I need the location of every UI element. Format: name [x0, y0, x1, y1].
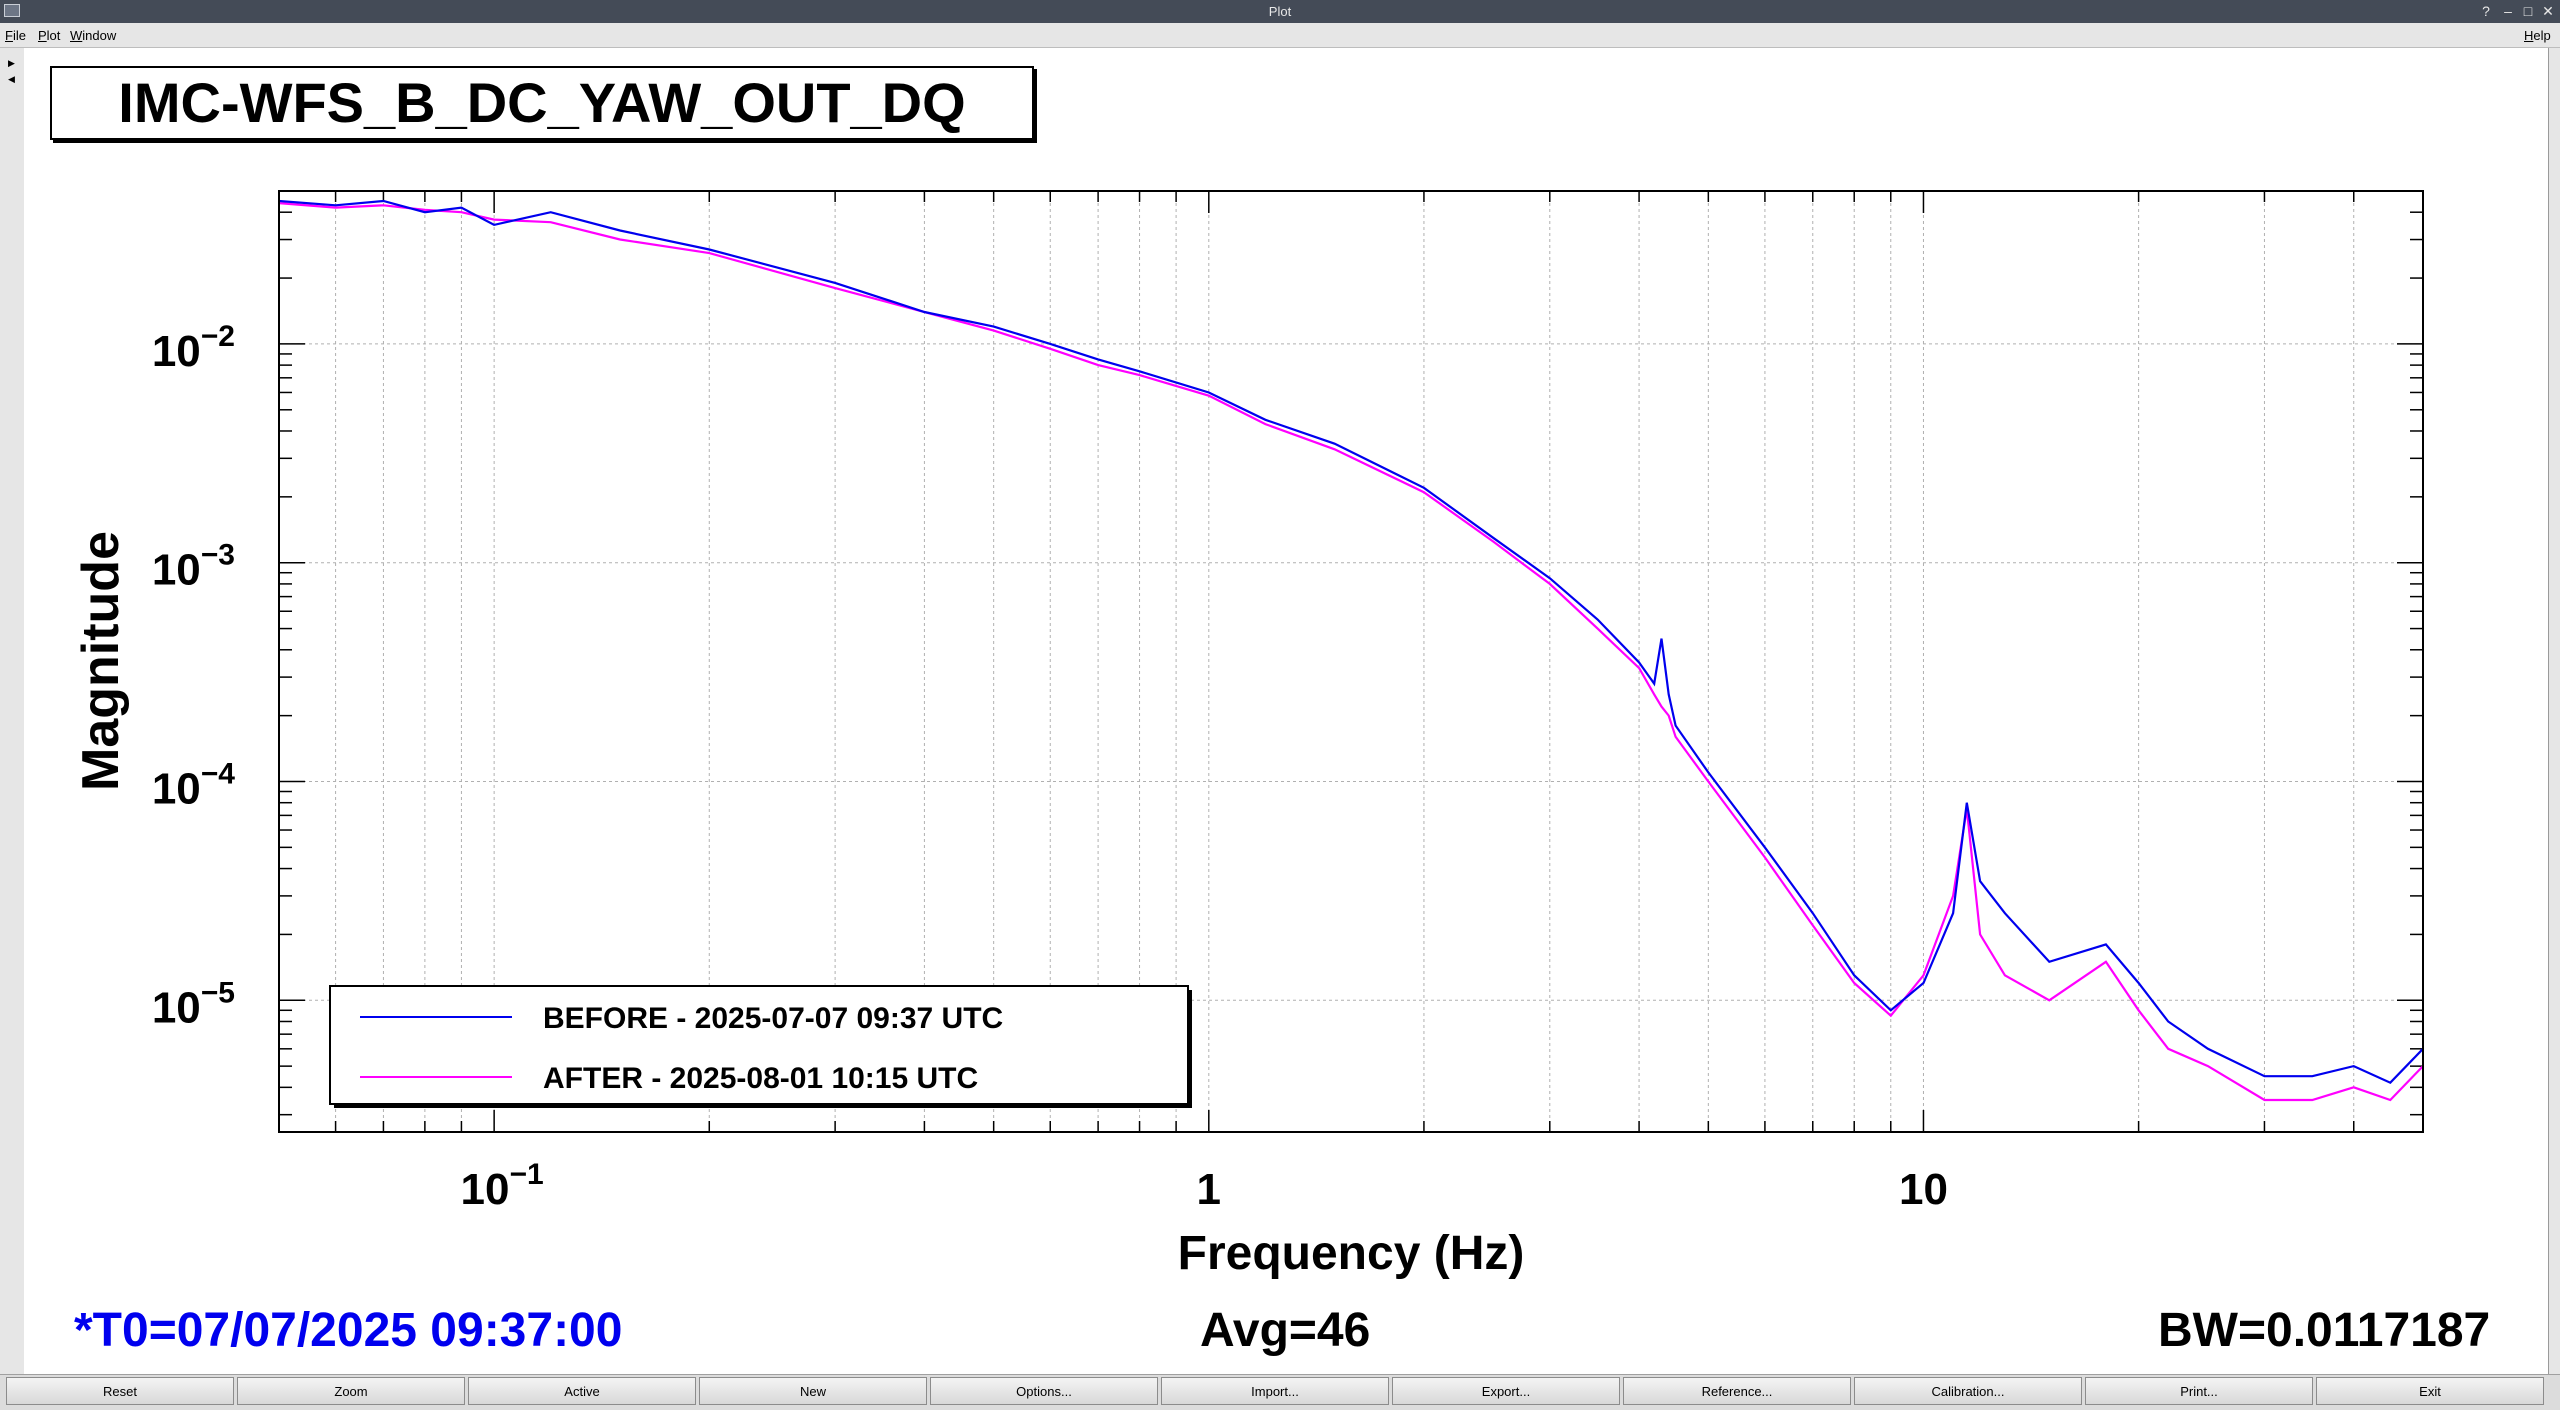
export-button[interactable]: Export...: [1392, 1377, 1620, 1405]
reset-button[interactable]: Reset: [6, 1377, 234, 1405]
legend-before-label: BEFORE - 2025-07-07 09:37 UTC: [543, 1002, 1003, 1035]
legend-after-label: AFTER - 2025-08-01 10:15 UTC: [543, 1062, 978, 1095]
menubar: File Plot Window Help: [0, 23, 2560, 48]
t0-label: *T0=07/07/2025 09:37:00: [74, 1304, 623, 1357]
plot-canvas: [24, 48, 2548, 1374]
expand-right-icon[interactable]: ▶: [8, 58, 15, 68]
exit-button[interactable]: Exit: [2316, 1377, 2544, 1405]
menu-window[interactable]: Window: [70, 28, 117, 43]
collapse-left-icon[interactable]: ◀: [8, 74, 15, 84]
import-button[interactable]: Import...: [1161, 1377, 1389, 1405]
y-tick-label: 10−5: [152, 976, 235, 1032]
button-bar: Reset Zoom Active New Options... Import.…: [0, 1374, 2560, 1410]
minimize-icon[interactable]: –: [2504, 3, 2512, 19]
y-axis-label: Magnitude: [72, 531, 130, 791]
menu-plot[interactable]: Plot: [38, 28, 61, 43]
plot-frame: [278, 190, 2424, 1133]
y-tick-label: 10−2: [152, 320, 235, 376]
print-button[interactable]: Print...: [2085, 1377, 2313, 1405]
help-icon[interactable]: ?: [2482, 3, 2490, 19]
right-scrollbar[interactable]: [2548, 48, 2560, 1374]
maximize-icon[interactable]: □: [2523, 3, 2533, 19]
x-tick-label: 10−1: [461, 1158, 544, 1214]
avg-label: Avg=46: [1200, 1304, 1371, 1357]
x-tick-label: 10: [1899, 1165, 1948, 1214]
window-titlebar: Plot ? – □ ✕: [0, 0, 2560, 23]
options-button[interactable]: Options...: [930, 1377, 1158, 1405]
x-axis-label: Frequency (Hz): [1178, 1227, 1525, 1280]
calibration-button[interactable]: Calibration...: [1854, 1377, 2082, 1405]
reference-button[interactable]: Reference...: [1623, 1377, 1851, 1405]
x-tick-label: 1: [1197, 1165, 1221, 1214]
close-icon[interactable]: ✕: [2542, 3, 2554, 19]
series-after-line: [278, 202, 2424, 1102]
app-icon: [4, 4, 20, 17]
new-button[interactable]: New: [699, 1377, 927, 1405]
bw-label: BW=0.0117187: [2158, 1304, 2491, 1357]
y-tick-label: 10−3: [152, 539, 235, 595]
zoom-button[interactable]: Zoom: [237, 1377, 465, 1405]
y-tick-label: 10−4: [152, 757, 235, 813]
menu-file[interactable]: File: [5, 28, 26, 43]
chart-title: IMC-WFS_B_DC_YAW_OUT_DQ: [50, 66, 1034, 140]
window-title: Plot: [1268, 4, 1292, 19]
series-before-line: [278, 199, 2424, 1085]
legend-box: [329, 985, 1189, 1105]
active-button[interactable]: Active: [468, 1377, 696, 1405]
menu-help[interactable]: Help: [2524, 28, 2551, 43]
